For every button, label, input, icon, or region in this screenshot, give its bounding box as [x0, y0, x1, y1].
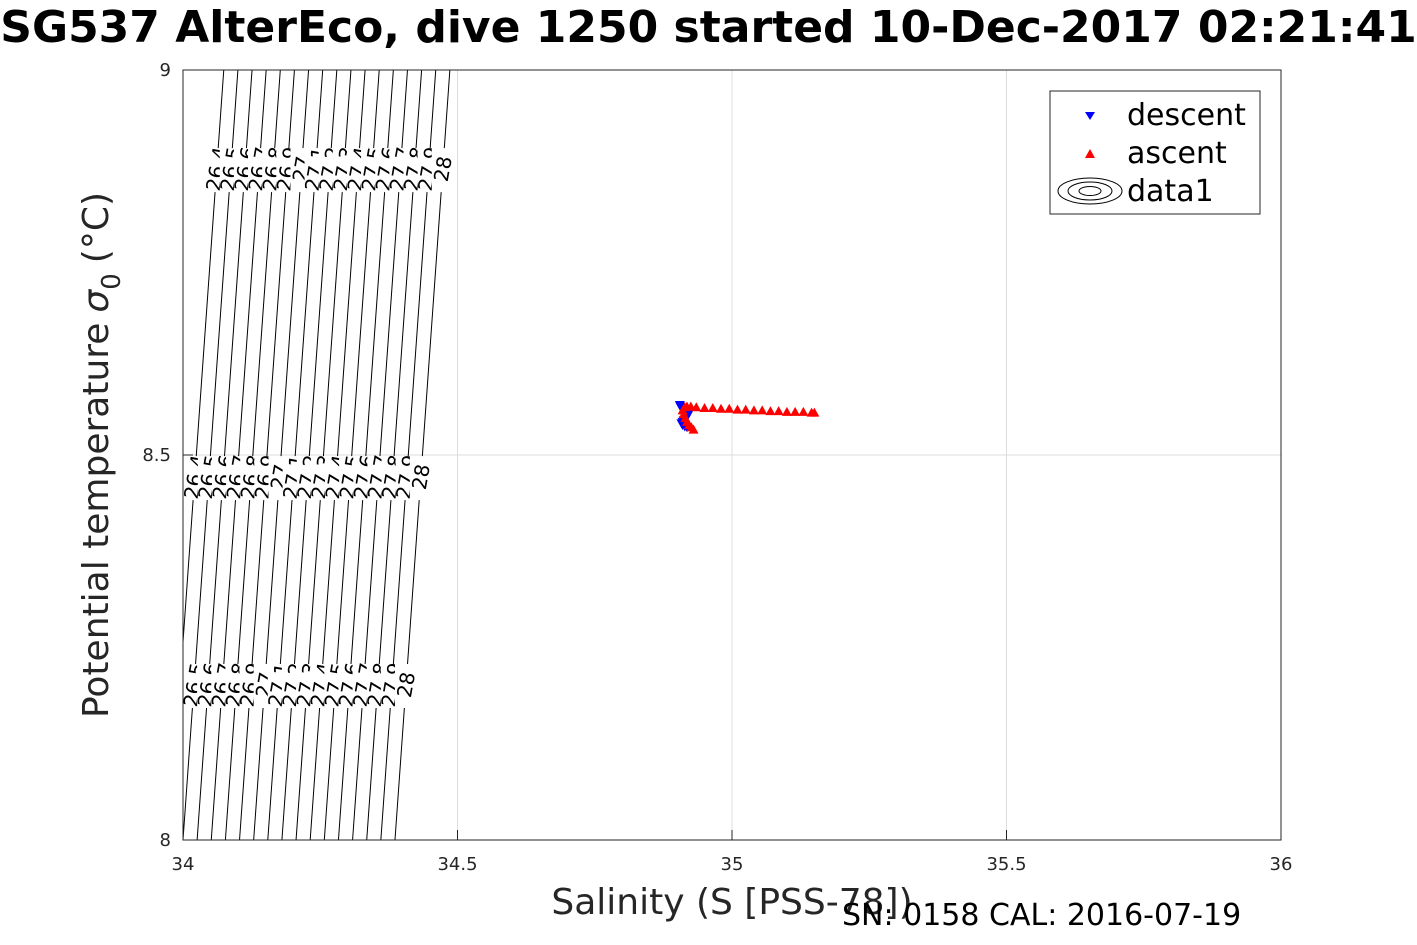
y-tick-label: 8.5 — [142, 445, 171, 466]
contour-line — [394, 69, 451, 841]
y-tick-label: 8 — [160, 830, 171, 851]
ascent-point — [691, 402, 702, 412]
x-tick-label: 35.5 — [986, 854, 1026, 875]
ascent-point — [773, 406, 784, 416]
contour-label: 28 — [429, 154, 457, 183]
x-axis-ticks: 34 34.5 35 35.5 36 — [172, 830, 1293, 875]
contour-line — [210, 69, 267, 841]
legend: descent ascent data1 — [1049, 90, 1261, 215]
y-axis-label-subscript: 0 — [97, 273, 127, 290]
contour-line — [281, 69, 338, 841]
y-axis-label-text: Potential temperature — [76, 323, 117, 718]
density-contours — [182, 69, 451, 841]
x-tick-label: 34.5 — [437, 854, 477, 875]
ascent-point — [757, 405, 768, 415]
contour-line — [239, 69, 295, 841]
y-tick-label: 9 — [160, 60, 171, 81]
x-tick-label: 36 — [1270, 854, 1293, 875]
legend-descent-marker — [1085, 112, 1095, 120]
contour-labels: 26.426.426.526.526.526.626.626.626.726.7… — [178, 145, 456, 709]
contour-line — [267, 69, 324, 841]
ascent-point — [790, 406, 801, 416]
contour-line — [337, 69, 394, 841]
contour-line — [224, 69, 281, 841]
ascent-point — [765, 406, 776, 416]
legend-data1-contour-icon — [1057, 177, 1123, 205]
ascent-point — [707, 403, 718, 413]
y-axis-label-symbol: σ — [76, 289, 117, 313]
ascent-point — [699, 403, 710, 413]
legend-box — [1049, 90, 1261, 215]
contour-line — [352, 69, 408, 841]
x-tick-label: 35 — [721, 854, 744, 875]
y-axis-label: Potential temperature σ0 (°C) — [76, 192, 127, 718]
y-axis-label-unit: (°C) — [76, 192, 117, 263]
x-axis-label: Salinity (S [PSS-78]) — [551, 882, 912, 923]
y-axis-ticks: 88.59 — [142, 60, 193, 851]
ascent-point — [781, 406, 792, 416]
footer-serial-calibration: SN: 0158 CAL: 2016-07-19 — [842, 898, 1242, 933]
legend-ascent-label: ascent — [1127, 136, 1227, 171]
ascent-point — [732, 404, 743, 414]
contour-label-bg — [431, 148, 454, 193]
contour-label: 28 — [392, 670, 420, 699]
contour-line — [380, 69, 437, 841]
contour-label-bg — [409, 456, 432, 501]
ascent-point — [809, 407, 820, 417]
x-tick-label: 34 — [172, 854, 195, 875]
ascent-point — [798, 406, 809, 416]
ascent-point — [740, 404, 751, 414]
contour-line — [196, 69, 253, 841]
chart-title: SG537 AlterEco, dive 1250 started 10-Dec… — [0, 2, 1417, 53]
contour-line — [366, 69, 423, 841]
contour-label-bg — [394, 664, 417, 708]
ascent-point — [748, 405, 759, 415]
contour-line — [182, 69, 239, 841]
legend-descent-label: descent — [1127, 98, 1246, 133]
contour-line — [253, 69, 310, 841]
contour-line — [323, 69, 380, 841]
legend-data1-label: data1 — [1127, 174, 1214, 209]
contour-label: 28 — [407, 462, 435, 491]
contour-line — [295, 69, 352, 841]
legend-ascent-marker — [1085, 149, 1095, 158]
ascent-point — [716, 403, 727, 413]
ascent-point — [724, 403, 735, 413]
data-points — [674, 400, 820, 434]
contour-line — [309, 69, 366, 841]
